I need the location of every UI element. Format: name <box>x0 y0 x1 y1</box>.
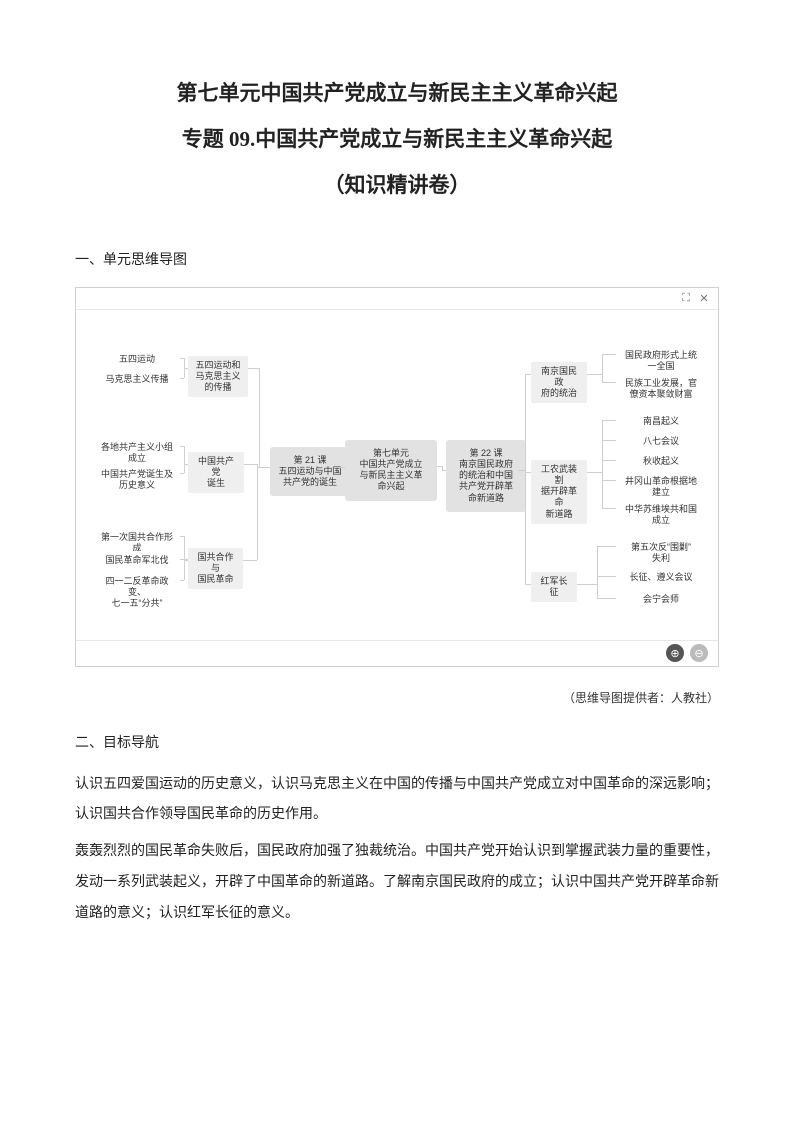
title-line-2: 专题 09.中国共产党成立与新民主主义革命兴起 <box>75 116 719 162</box>
mindmap-right-leaf-0-0: 国民政府形式上统一全国 <box>616 346 706 377</box>
mindmap-left-leaf-0-0: 五四运动 <box>94 350 180 369</box>
mindmap-left-leaf-1-1: 中国共产党诞生及历史意义 <box>94 465 180 496</box>
mindmap-right-leaf-1-4: 中华苏维埃共和国成立 <box>616 500 706 531</box>
title-line-1: 第七单元中国共产党成立与新民主主义革命兴起 <box>75 70 719 116</box>
mindmap-credit: （思维导图提供者：人教社） <box>75 689 719 706</box>
mindmap-left-group-2: 国共合作与国民革命 <box>188 548 243 590</box>
mindmap-left-leaf-2-1: 国民革命军北伐 <box>94 551 180 570</box>
mindmap-left-hub: 第 21 课五四运动与中国共产党的诞生 <box>270 447 350 497</box>
expand-icon[interactable]: ⛶ <box>680 292 692 304</box>
section-2-heading: 二、目标导航 <box>75 732 719 752</box>
mindmap-bottom-bar: ⊕ ⊖ <box>76 640 718 666</box>
objective-paragraph-2: 轰轰烈烈的国民革命失败后，国民政府加强了独裁统治。中国共产党开始认识到掌握武装力… <box>75 837 719 929</box>
title-block: 第七单元中国共产党成立与新民主主义革命兴起 专题 09.中国共产党成立与新民主主… <box>75 70 719 209</box>
mindmap-right-leaf-2-1: 长征、遵义会议 <box>616 568 706 587</box>
mindmap-left-group-1: 中国共产党诞生 <box>188 452 244 494</box>
mindmap-left-group-0: 五四运动和马克思主义的传播 <box>188 356 248 398</box>
mindmap-right-leaf-2-2: 会宁会师 <box>616 590 706 609</box>
mindmap-right-leaf-1-0: 南昌起义 <box>616 412 706 431</box>
mindmap-canvas: 第七单元中国共产党成立与新民主主义革命兴起第 21 课五四运动与中国共产党的诞生… <box>76 310 718 640</box>
mindmap-right-group-0: 南京国民政府的统治 <box>531 362 587 404</box>
mindmap-frame: ⛶ ✕ 第七单元中国共产党成立与新民主主义革命兴起第 21 课五四运动与中国共产… <box>75 287 719 667</box>
zoom-in-icon[interactable]: ⊕ <box>666 644 684 662</box>
mindmap-right-leaf-2-0: 第五次反“围剿”失利 <box>616 538 706 569</box>
mindmap-top-bar: ⛶ ✕ <box>76 288 718 310</box>
mindmap-left-leaf-0-1: 马克思主义传播 <box>94 370 180 389</box>
mindmap-center: 第七单元中国共产党成立与新民主主义革命兴起 <box>345 440 437 501</box>
mindmap-left-leaf-1-0: 各地共产主义小组成立 <box>94 438 180 469</box>
mindmap-right-group-1: 工农武装割据开辟革命新道路 <box>531 460 587 524</box>
mindmap-right-leaf-1-3: 井冈山革命根据地建立 <box>616 472 706 503</box>
mindmap-right-hub: 第 22 课南京国民政府的统治和中国共产党开辟革命新道路 <box>446 440 526 512</box>
mindmap-right-leaf-1-2: 秋收起义 <box>616 452 706 471</box>
mindmap-left-leaf-2-2: 四一二反革命政变、七一五“分共” <box>94 572 180 614</box>
title-line-3: （知识精讲卷） <box>75 162 719 208</box>
mindmap-right-leaf-0-1: 民族工业发展，官僚资本聚敛财富 <box>616 374 706 405</box>
objective-paragraph-1: 认识五四爱国运动的历史意义，认识马克思主义在中国的传播与中国共产党成立对中国革命… <box>75 770 719 832</box>
section-1-heading: 一、单元思维导图 <box>75 249 719 269</box>
mindmap-right-leaf-1-1: 八七会议 <box>616 432 706 451</box>
close-icon[interactable]: ✕ <box>698 292 710 304</box>
zoom-out-icon[interactable]: ⊖ <box>690 644 708 662</box>
mindmap-right-group-2: 红军长征 <box>531 572 577 603</box>
